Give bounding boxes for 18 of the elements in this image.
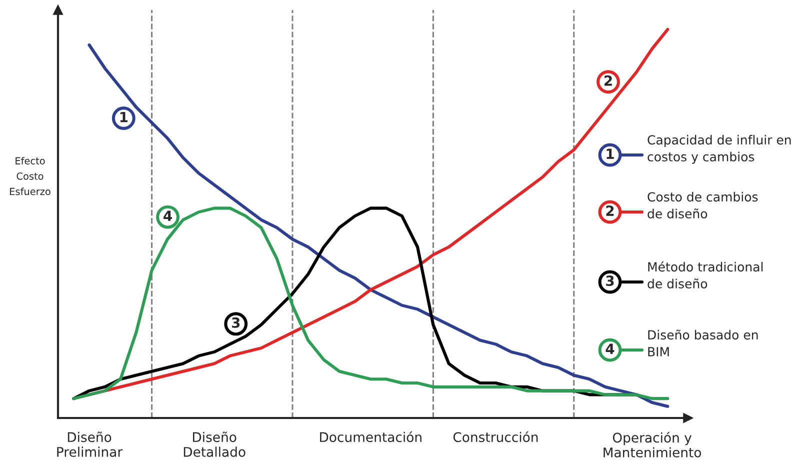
legend-label: Capacidad de influir en costos y cambios xyxy=(648,134,791,164)
text: 3 xyxy=(606,276,614,286)
legend-label: Costo de cambios de diseño xyxy=(648,192,758,218)
annotation: 4 xyxy=(164,210,172,221)
text: 2 xyxy=(606,206,614,216)
x-tick-label: Construcción xyxy=(453,431,538,442)
x-tick-label: Documentación xyxy=(320,431,422,442)
annotation: 3 xyxy=(232,317,240,328)
x-tick-label: Operación y Mantenimiento xyxy=(604,432,702,458)
y-axis-title: Efecto Costo Esfuerzo xyxy=(10,156,50,196)
legend-label: Diseño basado en BIM xyxy=(648,330,758,356)
x-tick-label: Diseño Preliminar xyxy=(57,432,123,457)
annotation: 2 xyxy=(604,75,612,86)
legend-label: Método tradicional de diseño xyxy=(648,261,763,288)
annotation: 1 xyxy=(120,112,128,122)
text: 1 xyxy=(606,148,614,159)
x-tick-label: Diseño Detallado xyxy=(184,432,246,457)
text: 4 xyxy=(606,344,614,354)
